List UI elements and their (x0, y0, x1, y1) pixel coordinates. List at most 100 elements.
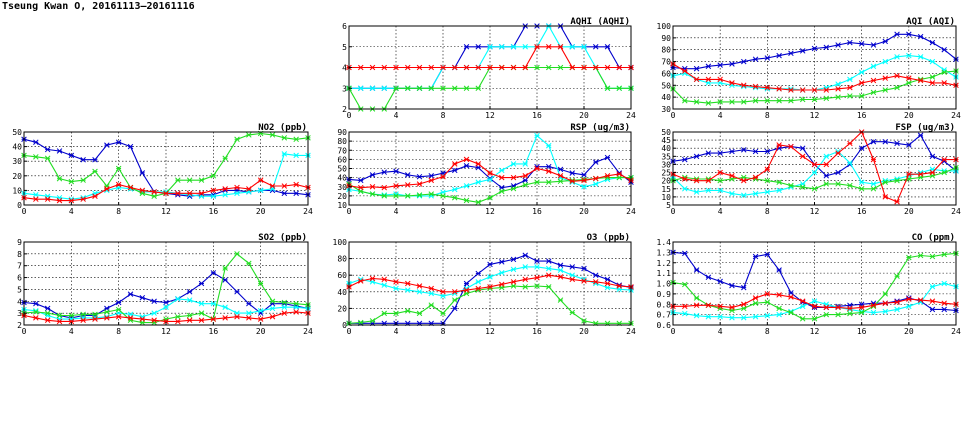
data-point (604, 43, 611, 50)
data-point (393, 193, 399, 199)
data-point (941, 46, 947, 53)
data-point (740, 58, 747, 65)
y-tick-label: 40 (661, 93, 671, 102)
data-point (281, 304, 288, 310)
data-point (693, 65, 700, 72)
x-tick-label: 16 (532, 207, 542, 216)
data-point (534, 264, 540, 270)
data-point (858, 179, 865, 186)
data-point (534, 64, 540, 71)
data-point (246, 310, 252, 316)
data-point (717, 76, 723, 83)
data-point (369, 318, 376, 324)
data-point (357, 278, 364, 284)
data-point (917, 132, 924, 138)
y-tick-label: 90 (661, 34, 671, 43)
data-point (487, 194, 493, 201)
data-point (381, 85, 388, 92)
data-point (799, 153, 806, 160)
data-point (717, 303, 723, 310)
data-point (440, 310, 446, 317)
data-point (92, 311, 98, 318)
data-point (451, 289, 458, 295)
data-point (139, 313, 146, 320)
data-point (823, 84, 830, 91)
data-point (693, 312, 700, 319)
x-tick-label: 16 (532, 111, 542, 120)
data-point (752, 253, 759, 260)
data-point (929, 39, 936, 46)
data-point (163, 316, 169, 322)
y-tick-label: 40 (337, 174, 347, 183)
data-point (404, 85, 411, 92)
data-point (776, 142, 782, 148)
data-point (198, 300, 205, 307)
data-point (115, 313, 122, 320)
data-point (740, 284, 747, 291)
data-point (917, 33, 924, 40)
data-point (393, 183, 399, 189)
data-point (68, 152, 75, 159)
data-point (56, 197, 63, 204)
y-tick-label: 60 (661, 69, 671, 78)
data-point (92, 168, 98, 175)
y-tick-label: 5 (666, 201, 671, 210)
x-tick-label: 4 (394, 327, 399, 336)
y-tick-label: 1.3 (657, 248, 672, 257)
x-tick-label: 4 (69, 327, 74, 336)
chart-aqi: 0 4 8 12 16 20 24 30 40 50 60 70 80 90 100 AQI (AQI) (657, 17, 961, 120)
chart-co: 0 4 8 12 16 20 24 0.60.7 0.80.91.0 1.11.2 1.31.4 CO… (657, 233, 961, 336)
data-point (522, 173, 529, 179)
x-tick-label: 24 (951, 207, 961, 216)
x-tick-label: 24 (303, 207, 313, 216)
data-point (246, 300, 252, 307)
data-point (404, 287, 411, 293)
data-point (870, 89, 877, 96)
data-point (451, 161, 458, 167)
data-point (604, 280, 611, 287)
data-point (592, 175, 599, 182)
data-point (257, 187, 264, 194)
data-point (498, 64, 505, 71)
y-tick-label: 50 (12, 128, 22, 137)
data-point (104, 309, 110, 315)
chart-so2: 0 4 8 12 16 20 24 2 3 4 5 6 7 8 9 SO2 (ppb) (17, 233, 313, 336)
data-point (269, 300, 276, 307)
data-point (847, 160, 853, 166)
data-point (257, 308, 264, 314)
data-point (835, 304, 841, 311)
data-point (858, 80, 865, 86)
data-point (604, 85, 611, 92)
data-point (941, 67, 947, 73)
data-point (581, 265, 587, 272)
data-point (835, 81, 841, 87)
data-point (463, 43, 470, 50)
data-point (941, 306, 947, 313)
data-point (764, 299, 771, 305)
y-tick-label: 20 (337, 304, 347, 313)
y-tick-label: 1.4 (657, 238, 672, 247)
data-point (246, 186, 252, 192)
data-point (357, 177, 364, 184)
data-point (175, 318, 181, 325)
y-tick-label: 50 (661, 128, 671, 137)
data-point (799, 298, 806, 304)
x-tick-label: 16 (209, 207, 219, 216)
data-point (56, 175, 63, 182)
data-point (127, 315, 134, 321)
data-point (416, 193, 423, 199)
data-point (151, 310, 157, 316)
y-tick-label: 80 (661, 46, 671, 55)
data-point (764, 84, 771, 91)
data-point (416, 64, 423, 71)
data-point (487, 170, 493, 176)
data-point (811, 45, 818, 52)
data-point (393, 168, 399, 174)
x-tick-label: 0 (671, 327, 676, 336)
data-point (870, 181, 877, 187)
data-point (33, 154, 39, 160)
data-point (604, 154, 611, 161)
data-point (293, 152, 299, 159)
data-point (545, 265, 552, 272)
chart-o3: 0 4 8 12 16 20 24 0 20 40 60 80 100 O3 (ppb) (333, 233, 636, 336)
